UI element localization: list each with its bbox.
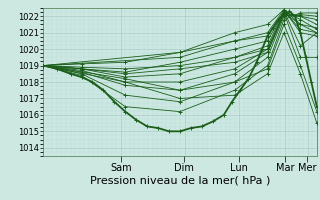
X-axis label: Pression niveau de la mer( hPa ): Pression niveau de la mer( hPa ) bbox=[90, 176, 270, 186]
